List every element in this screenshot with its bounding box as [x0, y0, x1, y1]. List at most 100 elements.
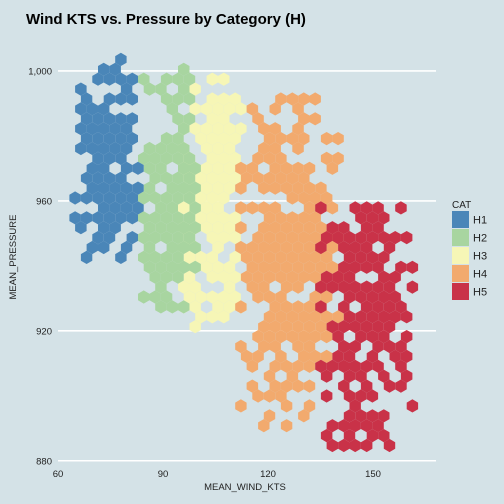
hexbin-cell: [320, 132, 333, 146]
hexbin-cell: [149, 171, 161, 185]
hexbin-cell: [103, 132, 116, 146]
hexbin-cell: [178, 62, 190, 76]
hexbin-cell: [326, 201, 339, 215]
hexbin-cell: [166, 102, 178, 116]
hexbin-cell: [372, 221, 384, 235]
hexbin-cell: [258, 201, 270, 215]
hexbin-cell: [252, 270, 264, 284]
hexbin-cell: [263, 310, 276, 324]
hexbin-cell: [189, 280, 201, 294]
hexbin-cell: [303, 320, 316, 334]
y-tick-label: 920: [36, 326, 52, 337]
hexbin-cell: [212, 141, 224, 156]
hexbin-cell: [80, 211, 93, 225]
hexbin-cell: [69, 211, 81, 225]
hexbin-cell: [349, 399, 361, 413]
hexbin-cell: [338, 339, 350, 354]
hexbin-cell: [263, 231, 276, 245]
hexbin-cell: [166, 201, 178, 215]
hexbin-cell: [366, 429, 379, 443]
hexbin-cell: [92, 72, 104, 86]
hexbin-cell: [263, 389, 276, 403]
x-tick-label: 60: [53, 469, 64, 480]
hexbin-cell: [229, 290, 241, 304]
hexbin-cell: [218, 132, 230, 146]
hexbin-cell: [280, 221, 293, 235]
hexbin-cell: [280, 181, 293, 195]
hexbin-cell: [269, 300, 281, 314]
hexbin-cell: [309, 290, 321, 304]
hexbin-cell: [292, 240, 304, 255]
hexbin-cell: [189, 161, 201, 175]
hexbin-cell: [338, 240, 350, 255]
hexbin-cell: [138, 211, 150, 225]
hexbin-cell: [303, 201, 316, 215]
hexbin-cell: [280, 260, 293, 274]
hexbin-cell: [92, 132, 104, 146]
hexbin-cell: [172, 72, 184, 86]
hexbin-cell: [338, 300, 350, 314]
hexbin-cell: [389, 270, 401, 284]
hexbin-cell: [229, 250, 241, 264]
hexbin-cell: [303, 339, 316, 354]
hexbin-cell: [258, 181, 270, 195]
hexbin-cell: [160, 151, 173, 165]
hexbin-cell: [269, 379, 281, 393]
hexbin-cell: [160, 92, 173, 106]
hexbin-cell: [378, 330, 390, 344]
y-tick-label: 880: [36, 456, 52, 467]
hexbin-cell: [298, 112, 310, 126]
hexbin-cell: [309, 349, 321, 363]
legend-swatch: [452, 265, 469, 282]
hexbin-cell: [395, 300, 407, 314]
hexbin-cell: [172, 231, 184, 245]
hexbin-cell: [389, 290, 401, 304]
hexbin-cell: [246, 359, 259, 373]
hexbin-cell: [200, 141, 213, 156]
hexbin-cell: [235, 339, 247, 354]
hexbin-cell: [212, 122, 224, 136]
hexbin-cell: [275, 132, 287, 146]
hexbin-cell: [355, 211, 367, 225]
hexbin-cell: [292, 122, 304, 136]
hexbin-cell: [303, 300, 316, 314]
hexbin-cell: [355, 310, 367, 324]
hexbin-cell: [218, 191, 230, 205]
hexbin-cell: [229, 132, 241, 146]
hexbin-cell: [366, 211, 379, 225]
hexbin-cell: [360, 379, 373, 393]
hexbin-cell: [138, 151, 150, 165]
hexbin-cell: [315, 201, 327, 215]
y-tick-label: 960: [36, 196, 52, 207]
hexbin-cell: [246, 201, 259, 215]
hexbin-cell: [292, 141, 304, 156]
hexbin-cell: [269, 359, 281, 373]
hexbin-cell: [378, 290, 390, 304]
hexbin-cell: [195, 171, 207, 185]
hexbin-cell: [269, 141, 281, 156]
hexbin-cell: [315, 260, 327, 274]
hexbin-cell: [366, 349, 379, 363]
hexbin-cell: [275, 151, 287, 165]
hexbin-cell: [206, 231, 218, 245]
hexbin-cell: [120, 141, 133, 156]
hexbin-cell: [80, 112, 93, 126]
hexbin-cell: [109, 221, 121, 235]
hexbin-cell: [189, 221, 201, 235]
hexbin-cell: [178, 280, 190, 294]
hexbin-cell: [206, 72, 218, 86]
hexbin-cell: [160, 132, 173, 146]
hexbin-cell: [309, 310, 321, 324]
hexbin-cell: [246, 379, 259, 393]
legend-label: H1: [473, 215, 487, 227]
hexbin-cell: [389, 231, 401, 245]
hexbin-cell: [338, 221, 350, 235]
hexbin-cell: [263, 132, 276, 146]
hexbin-cell: [212, 260, 224, 274]
hexbin-cell: [149, 270, 161, 284]
hexbin-cell: [98, 161, 110, 175]
hexbin-cell: [349, 240, 361, 255]
hexbin-cell: [298, 211, 310, 225]
legend-label: H4: [473, 269, 487, 281]
hexbin-cell: [252, 231, 264, 245]
